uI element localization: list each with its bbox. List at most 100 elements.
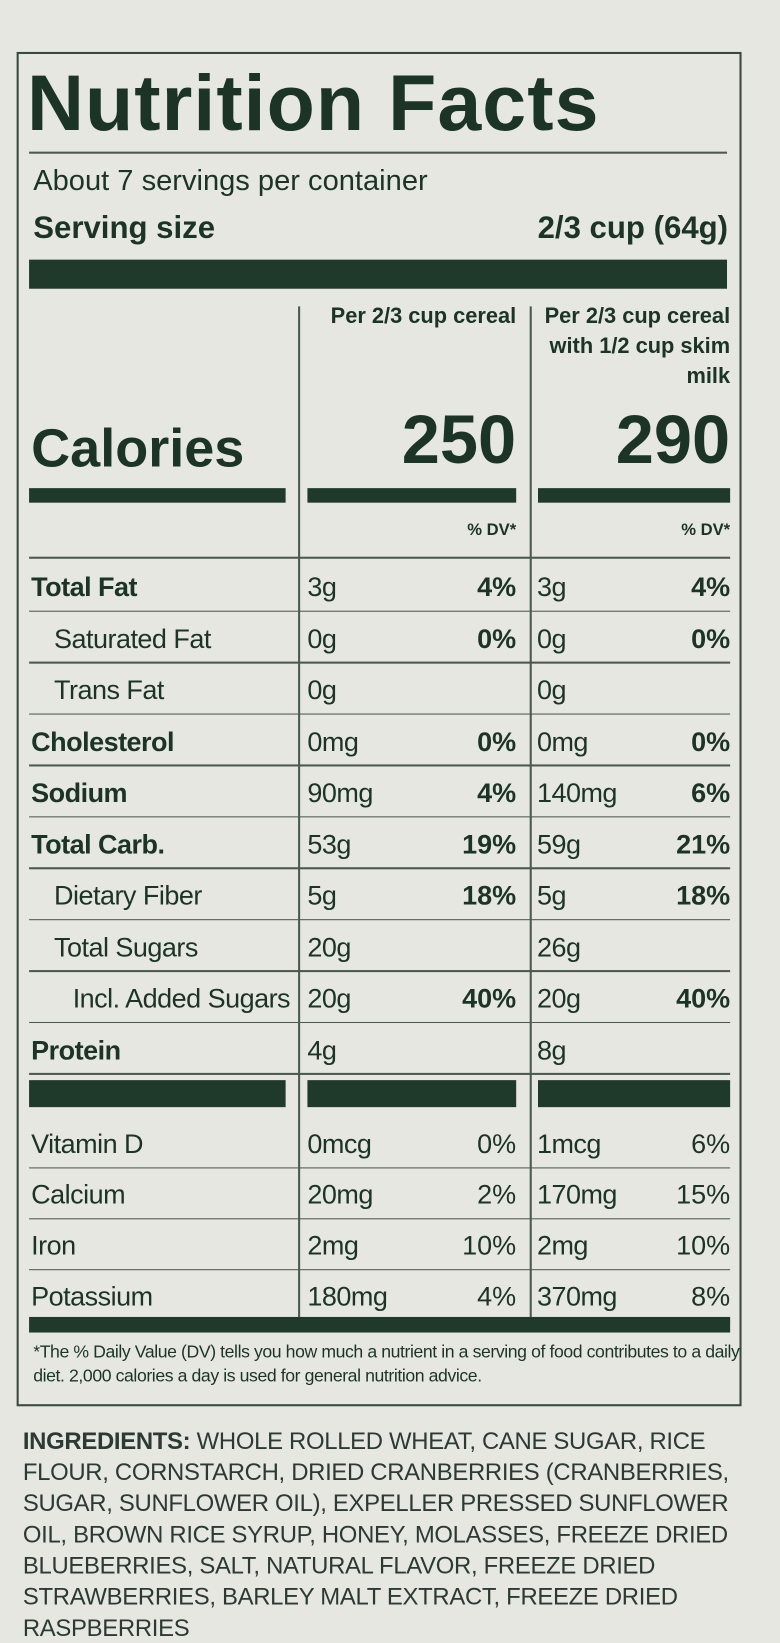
- nutrient-amount: 90mg: [307, 776, 373, 809]
- nutrient-amount: 8g: [536, 1033, 567, 1066]
- title: Nutrition Facts: [27, 59, 600, 148]
- nutrient-amount: 370mg: [536, 1280, 617, 1312]
- nutrient-amount: 0g: [536, 674, 567, 706]
- rule-line: [29, 1268, 731, 1271]
- rule-line: [29, 918, 731, 921]
- rule-bar: [307, 488, 517, 503]
- rule-bar: [29, 1080, 286, 1108]
- rule-line: [29, 815, 731, 818]
- rule-line: [29, 1217, 731, 1220]
- rule-line: [29, 712, 731, 715]
- nutrient-amount: 3g: [536, 571, 567, 603]
- nutrient-amount: 1mcg: [536, 1127, 601, 1160]
- rule-line: [29, 764, 731, 766]
- column-header: Per 2/3 cup cereal with 1/2 cup skim mil…: [544, 304, 731, 389]
- nutrient-amount: 5g: [307, 879, 337, 911]
- nutrient-dv: 4%: [691, 571, 731, 603]
- rule-bar: [537, 1080, 731, 1108]
- rule-bar: [29, 1316, 731, 1333]
- nutrient-dv: 4%: [477, 571, 517, 603]
- nutrient-dv: 4%: [477, 1280, 517, 1312]
- nutrient-amount: 2mg: [536, 1229, 588, 1261]
- nutrient-amount: 5g: [536, 879, 567, 911]
- nutrient-name: Iron: [31, 1229, 76, 1261]
- nutrient-amount: 0g: [536, 622, 567, 654]
- nutrient-name: Total Carb.: [31, 828, 165, 860]
- rule-line: [29, 556, 731, 559]
- nutrient-name: Protein: [31, 1033, 121, 1066]
- nutrient-name: Trans Fat: [54, 674, 164, 706]
- nutrient-dv: 4%: [477, 776, 517, 809]
- rule-line: [29, 970, 731, 972]
- serving-size-label: Serving size: [33, 210, 216, 246]
- rule-line: [29, 867, 731, 869]
- nutrient-amount: 0mg: [307, 725, 359, 757]
- rule-line: [29, 610, 731, 612]
- rule-bar: [29, 259, 728, 289]
- nutrient-amount: 2mg: [307, 1229, 359, 1261]
- dv-header: % DV*: [681, 521, 731, 540]
- nutrient-amount: 0g: [307, 622, 337, 654]
- rule-line: [29, 1166, 731, 1169]
- col-divider: [529, 306, 532, 1320]
- nutrient-name: Calcium: [31, 1178, 126, 1210]
- nutrient-amount: 180mg: [307, 1280, 388, 1312]
- nutrient-dv: 0%: [691, 725, 731, 757]
- nutrient-name: Saturated Fat: [54, 622, 211, 654]
- rule-line: [29, 151, 728, 154]
- nutrient-dv: 15%: [676, 1178, 731, 1210]
- nutrient-dv: 0%: [691, 622, 731, 654]
- nutrient-amount: 26g: [536, 931, 581, 963]
- nutrient-amount: 20mg: [307, 1178, 373, 1210]
- nutrient-amount: 170mg: [536, 1178, 617, 1210]
- nutrient-dv: 40%: [676, 982, 731, 1014]
- nutrient-amount: 20g: [307, 931, 351, 963]
- ingredients-text: WHOLE ROLLED WHEAT, CANE SUGAR, RICE FLO…: [22, 1427, 729, 1641]
- nutrient-dv: 6%: [691, 776, 731, 809]
- nutrient-amount: 20g: [536, 982, 581, 1014]
- dv-header: % DV*: [467, 521, 517, 540]
- nutrient-name: Incl. Added Sugars: [72, 982, 291, 1014]
- label-border: [16, 51, 742, 1407]
- nutrient-name: Total Sugars: [54, 931, 198, 963]
- rule-line: [29, 661, 731, 664]
- rule-line: [29, 1072, 731, 1075]
- nutrient-dv: 18%: [676, 879, 731, 911]
- nutrient-amount: 0mcg: [307, 1127, 372, 1160]
- nutrient-name: Vitamin D: [31, 1127, 144, 1160]
- nutrient-name: Sodium: [31, 776, 128, 809]
- nutrient-dv: 19%: [462, 828, 517, 860]
- nutrient-amount: 53g: [307, 828, 351, 860]
- nutrient-dv: 18%: [462, 879, 517, 911]
- nutrient-name: Total Fat: [31, 571, 137, 603]
- nutrient-name: Dietary Fiber: [54, 879, 202, 911]
- rule-bar: [537, 488, 731, 503]
- servings: About 7 servings per container: [33, 164, 428, 197]
- nutrient-dv: 0%: [477, 725, 517, 757]
- nutrient-amount: 20g: [307, 982, 351, 1014]
- nutrient-dv: 0%: [477, 622, 517, 654]
- column-header: Per 2/3 cup cereal: [330, 304, 517, 329]
- nutrient-dv: 0%: [477, 1127, 517, 1160]
- nutrient-amount: 0mg: [536, 725, 588, 757]
- col-divider: [298, 306, 300, 1320]
- nutrient-amount: 3g: [307, 571, 337, 603]
- nutrient-dv: 2%: [477, 1178, 517, 1210]
- nutrient-name: Potassium: [31, 1280, 153, 1312]
- rule-bar: [29, 488, 286, 503]
- nutrient-name: Cholesterol: [31, 725, 174, 757]
- nutrient-amount: 140mg: [536, 776, 617, 809]
- nutrient-amount: 0g: [307, 674, 337, 706]
- rule-bar: [307, 1080, 517, 1108]
- calories-value: 250: [401, 400, 517, 478]
- ingredients: INGREDIENTS: WHOLE ROLLED WHEAT, CANE SU…: [23, 1425, 740, 1643]
- nutrient-amount: 4g: [307, 1033, 337, 1066]
- nutrient-dv: 40%: [462, 982, 517, 1014]
- calories-value: 290: [615, 400, 731, 478]
- nutrient-dv: 10%: [462, 1229, 517, 1261]
- calories-label: Calories: [31, 418, 245, 479]
- nutrient-amount: 59g: [536, 828, 581, 860]
- nutrient-dv: 21%: [676, 828, 731, 860]
